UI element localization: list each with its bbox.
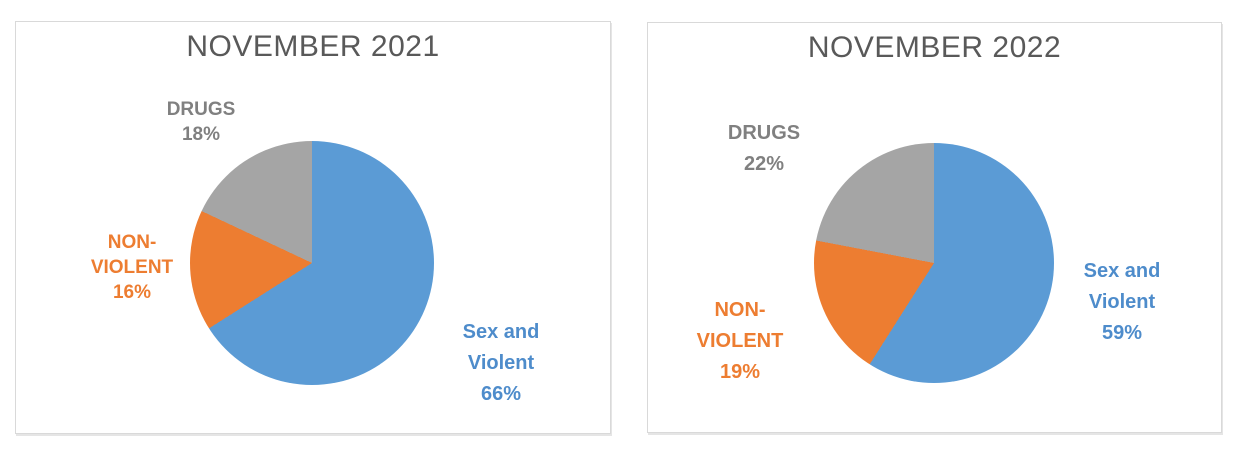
- slice-label-sex-and-violent-2022: Sex and Violent 59%: [1083, 260, 1161, 344]
- pie-november-2021: [190, 141, 434, 385]
- chart-title-november-2021: NOVEMBER 2021: [186, 30, 440, 63]
- slice-label-non-violent-2022: NON- VIOLENT 19%: [696, 299, 784, 383]
- pie-november-2022: [814, 143, 1054, 383]
- slice-label-sex-and-violent-2021: Sex and Violent 66%: [462, 321, 540, 405]
- slice-label-drugs-2022: DRUGS 22%: [727, 122, 801, 175]
- slice-label-drugs-2021: DRUGS 18%: [166, 99, 236, 145]
- slice-label-non-violent-2021: NON- VIOLENT 16%: [90, 232, 174, 303]
- chart-panel-november-2021: NOVEMBER 2021 DRUGS 18% NON- VIOLENT 16%…: [15, 21, 611, 434]
- chart-panel-november-2022: NOVEMBER 2022 DRUGS 22% NON- VIOLENT 19%…: [647, 22, 1222, 433]
- chart-title-november-2022: NOVEMBER 2022: [807, 31, 1062, 64]
